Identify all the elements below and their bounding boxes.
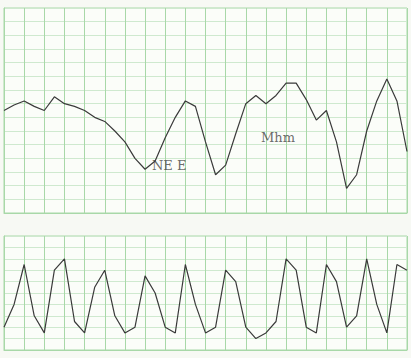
svg-text:NE E: NE E <box>152 158 187 173</box>
svg-text:Mhm: Mhm <box>261 130 295 145</box>
